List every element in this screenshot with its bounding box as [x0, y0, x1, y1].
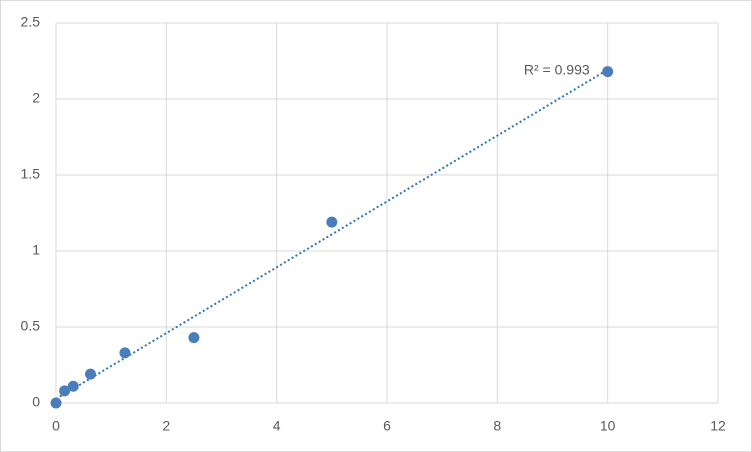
y-tick-label: 2 [32, 90, 40, 106]
point [84, 368, 96, 380]
y-tick-label: 0.5 [21, 318, 41, 334]
y-tick-label: 1.5 [21, 166, 41, 182]
x-tick-label: 6 [383, 418, 391, 434]
annotation: R² = 0.993 [524, 61, 590, 77]
point [50, 397, 62, 409]
point [326, 216, 338, 228]
point [119, 347, 131, 359]
x-tick-label: 8 [493, 418, 501, 434]
x-tick-label: 10 [600, 418, 616, 434]
point [67, 380, 79, 392]
point [188, 332, 200, 344]
x-tick-label: 0 [52, 418, 60, 434]
x-tick-label: 12 [710, 418, 726, 434]
y-tick-label: 1 [32, 242, 40, 258]
point [59, 385, 71, 397]
y-tick-label: 2.5 [21, 14, 41, 30]
x-tick-label: 4 [273, 418, 281, 434]
y-tick-label: 0 [32, 394, 40, 410]
x-tick-label: 2 [162, 418, 170, 434]
trendline [55, 68, 609, 400]
point [602, 66, 614, 78]
